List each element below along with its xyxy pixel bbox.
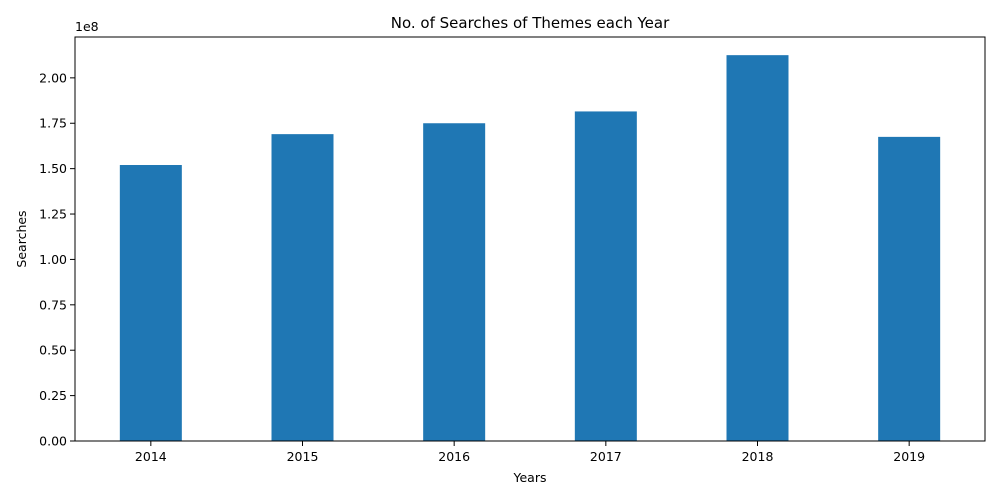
x-ticks-group: 2014 2015 2016 2017 2018 2019 — [135, 441, 925, 464]
bar-2016 — [423, 123, 486, 441]
x-tick-label: 2014 — [135, 449, 167, 464]
x-tick-label: 2019 — [893, 449, 925, 464]
x-axis-label: Years — [513, 470, 547, 485]
y-tick-label: 1.25 — [39, 207, 67, 222]
bar-2019 — [878, 136, 941, 441]
bar-2018 — [726, 55, 789, 441]
x-tick-label: 2016 — [438, 449, 470, 464]
y-axis-label: Searches — [14, 210, 29, 267]
y-tick-label: 1.00 — [39, 252, 67, 267]
x-tick-label: 2018 — [742, 449, 774, 464]
y-tick-label: 0.00 — [39, 434, 67, 449]
bar-2015 — [271, 134, 334, 441]
y-ticks-group: 0.00 0.25 0.50 0.75 1.00 1.25 1.50 1.75 2.00 — [39, 70, 75, 449]
y-tick-label: 0.75 — [39, 297, 67, 312]
y-tick-label: 1.50 — [39, 161, 67, 176]
y-tick-label: 0.50 — [39, 343, 67, 358]
y-tick-label: 2.00 — [39, 70, 67, 85]
plot-frame — [74, 36, 986, 442]
y-axis-offset-label: 1e8 — [75, 19, 99, 34]
bar-2014 — [119, 165, 182, 441]
x-tick-label: 2015 — [287, 449, 319, 464]
bars-group — [119, 55, 941, 441]
bar-2017 — [574, 111, 637, 441]
y-tick-label: 0.25 — [39, 388, 67, 403]
y-tick-label: 1.75 — [39, 116, 67, 131]
chart-title: No. of Searches of Themes each Year — [391, 14, 670, 32]
x-tick-label: 2017 — [590, 449, 622, 464]
